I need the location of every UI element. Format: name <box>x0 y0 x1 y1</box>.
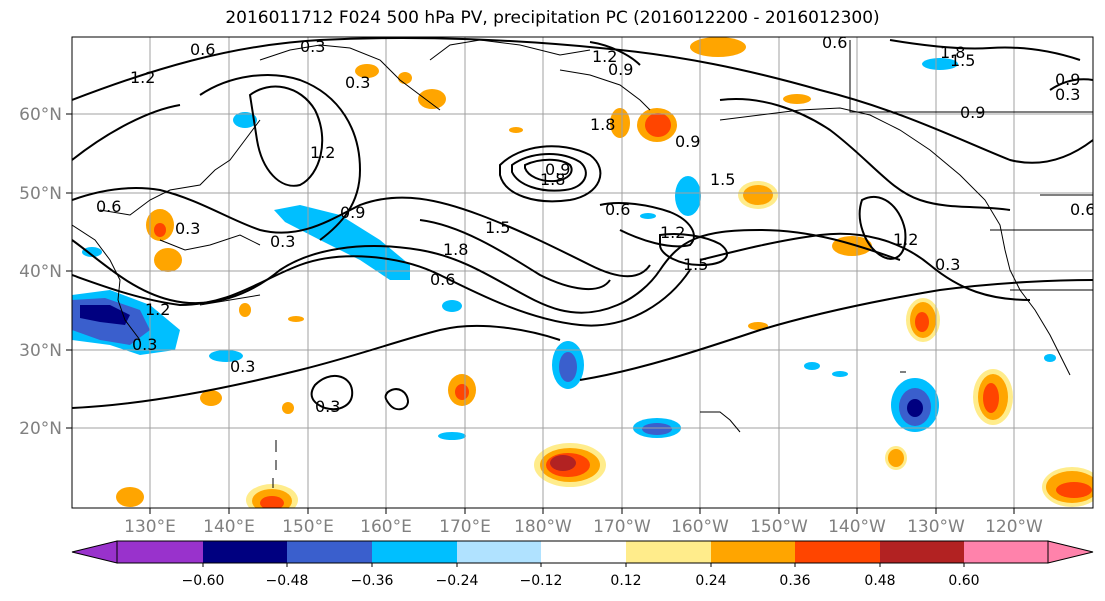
positive-anomaly-shading <box>116 37 1093 508</box>
contour-label: 1.5 <box>950 51 975 70</box>
lon-label: 130°W <box>907 517 965 537</box>
contour-label: 0.6 <box>96 197 121 216</box>
lat-label: 50°N <box>19 184 62 204</box>
colorbar-bin <box>203 541 287 563</box>
contour-label: 0.3 <box>270 232 295 251</box>
contour-label: 1.8 <box>940 43 965 62</box>
colorbar-bin <box>964 541 1048 563</box>
contour-label: 0.6 <box>190 40 215 59</box>
coastlines <box>72 39 1093 488</box>
contour-label: 0.9 <box>960 103 985 122</box>
contour-label: 0.9 <box>340 203 365 222</box>
contour-label: 1.8 <box>540 170 565 189</box>
lat-label: 40°N <box>19 262 62 282</box>
contour-label: 0.9 <box>1055 70 1080 89</box>
colorbar-tick-label: 0.24 <box>695 573 726 589</box>
colorbar-tick-label: 0.36 <box>779 573 810 589</box>
colorbar-bin <box>626 541 711 563</box>
contour-label: 1.2 <box>145 300 170 319</box>
colorbar-under-extension <box>71 540 118 564</box>
lon-label: 150°W <box>750 517 808 537</box>
colorbar-tick-label: 0.48 <box>864 573 895 589</box>
colorbar-tick-label: −0.60 <box>182 573 225 589</box>
contour-label: 1.2 <box>130 68 155 87</box>
map-frame <box>71 36 1094 509</box>
contour-label: 1.5 <box>485 218 510 237</box>
colorbar-bin <box>372 541 457 563</box>
map-panel: 1.2 0.6 0.3 0.3 0.9 1.2 0.9 1.2 1.8 0.6 … <box>72 33 1095 508</box>
colorbar-bin <box>117 541 203 563</box>
lon-label: 120°W <box>985 517 1043 537</box>
colorbar-bin <box>880 541 964 563</box>
colorbar: −0.60 −0.48 −0.36 −0.24 −0.12 0.12 0.24 … <box>71 540 1094 589</box>
lat-label: 20°N <box>19 419 62 439</box>
lon-label: 140°E <box>203 517 255 537</box>
contour-label: 1.2 <box>310 143 335 162</box>
contour-label: 1.5 <box>710 170 735 189</box>
pv-contours <box>72 37 1093 411</box>
lon-label: 170°W <box>593 517 651 537</box>
contour-label: 0.6 <box>822 33 847 52</box>
lon-label: 160°E <box>360 517 412 537</box>
lon-label: 180°W <box>514 517 572 537</box>
colorbar-tick-label: −0.12 <box>520 573 563 589</box>
contour-label: 0.3 <box>1055 85 1080 104</box>
contour-label: 0.6 <box>605 200 630 219</box>
lat-label: 60°N <box>19 105 62 125</box>
contour-label: 1.8 <box>590 115 615 134</box>
colorbar-bin <box>711 541 795 563</box>
contour-label: 0.6 <box>430 270 455 289</box>
contour-label: 0.6 <box>1070 200 1095 219</box>
contour-label: 1.2 <box>660 223 685 242</box>
colorbar-bin <box>795 541 880 563</box>
colorbar-tick-label: 0.12 <box>610 573 641 589</box>
colorbar-tick-label: −0.48 <box>266 573 309 589</box>
contour-label: 0.9 <box>675 132 700 151</box>
contour-label: 0.3 <box>300 37 325 56</box>
lon-label: 140°W <box>828 517 886 537</box>
colorbar-over-extension <box>1047 540 1094 564</box>
contour-label: 0.3 <box>175 219 200 238</box>
colorbar-bin <box>457 541 541 563</box>
lon-label: 150°E <box>282 517 334 537</box>
contour-labels: 1.2 0.6 0.3 0.3 0.9 1.2 0.9 1.2 1.8 0.6 … <box>96 33 1095 416</box>
longitude-labels: 130°E 140°E 150°E 160°E 170°E 180°W 170°… <box>124 517 1043 537</box>
lon-label: 130°E <box>124 517 176 537</box>
colorbar-bin <box>541 541 626 563</box>
colorbar-bin <box>287 541 372 563</box>
contour-label: 1.8 <box>443 240 468 259</box>
lon-label: 170°E <box>439 517 491 537</box>
contour-label: 0.9 <box>608 60 633 79</box>
graticule <box>72 37 1093 508</box>
contour-label: 0.3 <box>935 255 960 274</box>
contour-label: 1.5 <box>683 255 708 274</box>
colorbar-tick-label: −0.36 <box>351 573 394 589</box>
lat-label: 30°N <box>19 341 62 361</box>
contour-label: 1.2 <box>893 230 918 249</box>
contour-label: 0.3 <box>345 73 370 92</box>
contour-label: 1.2 <box>592 47 617 66</box>
contour-label: 0.9 <box>545 160 570 179</box>
lon-label: 160°W <box>671 517 729 537</box>
axis-ticks <box>66 113 1015 514</box>
map-title: 2016011712 F024 500 hPa PV, precipitatio… <box>225 8 880 28</box>
contour-label: 0.3 <box>315 397 340 416</box>
contour-label: 0.3 <box>230 357 255 376</box>
colorbar-tick-label: −0.24 <box>436 573 479 589</box>
latitude-labels: 60°N 50°N 40°N 30°N 20°N <box>19 105 62 439</box>
contour-label: 0.3 <box>132 335 157 354</box>
colorbar-tick-label: 0.60 <box>948 573 979 589</box>
